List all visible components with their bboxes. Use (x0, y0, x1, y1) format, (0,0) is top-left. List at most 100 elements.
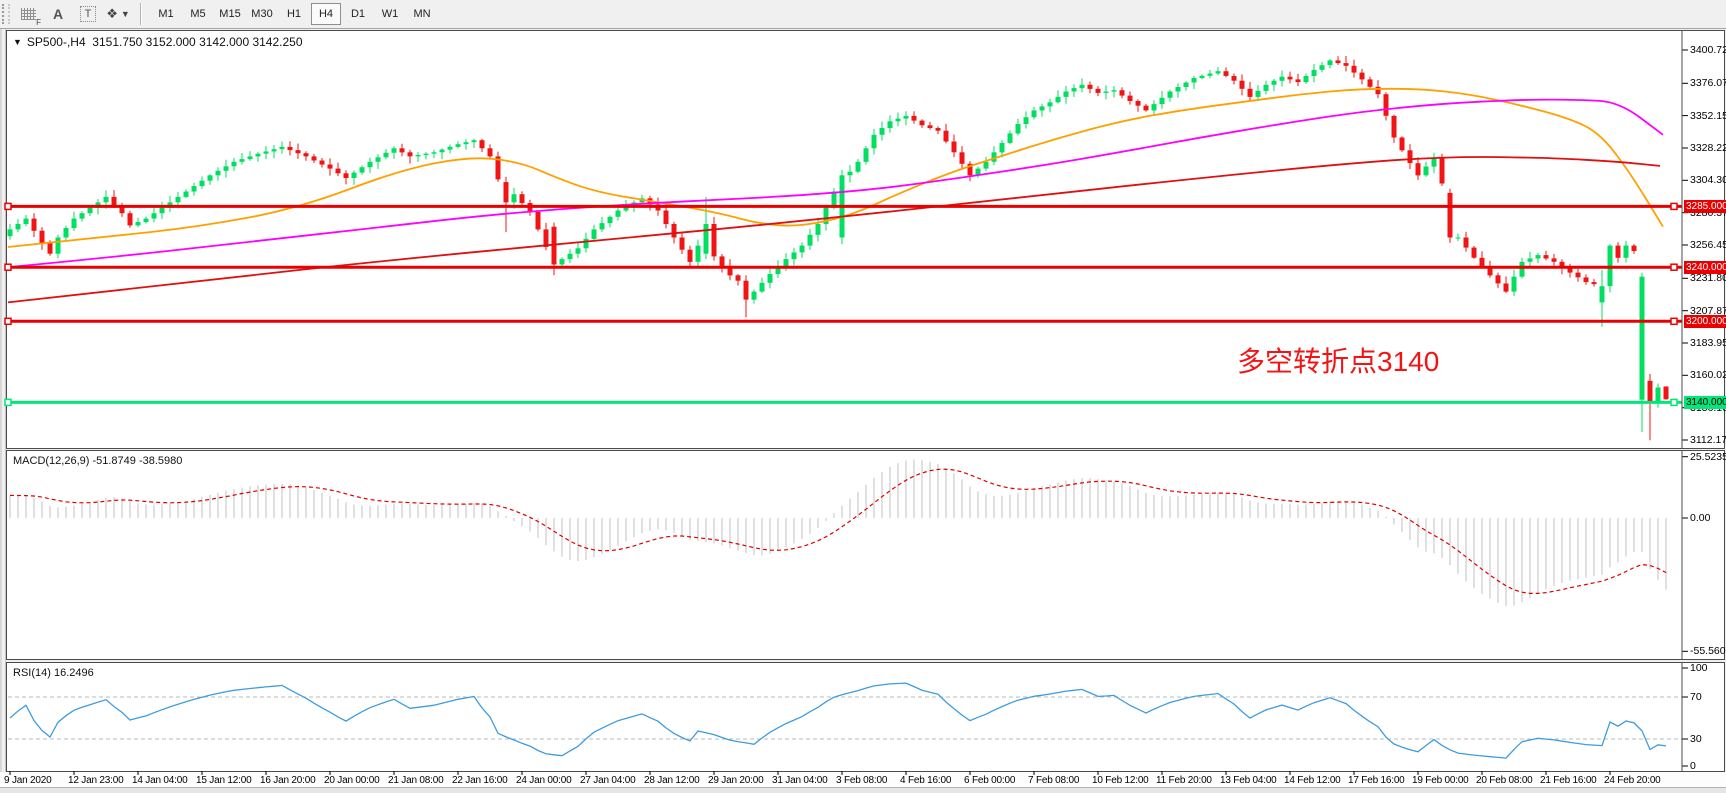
rsi-tick-label: 70 (1690, 691, 1702, 703)
time-tick-label: 12 Jan 23:00 (68, 775, 124, 786)
line-handle[interactable] (1670, 263, 1678, 271)
text-tool-button[interactable]: T (76, 3, 100, 25)
time-tick-label: 3 Feb 08:00 (836, 775, 888, 786)
timeframe-button-h4[interactable]: H4 (311, 3, 341, 25)
macd-tick-label: 25.5235 (1690, 451, 1726, 463)
fast-ma-line[interactable] (7, 87, 1664, 248)
main-chart-panel[interactable] (6, 30, 1725, 449)
moving-averages-layer (7, 87, 1664, 304)
time-tick-label: 19 Feb 00:00 (1412, 775, 1469, 786)
time-tick-label: 20 Feb 08:00 (1476, 775, 1533, 786)
objects-tool-button[interactable]: ❖ ▼ (106, 3, 130, 25)
tool-icon-group: F A T ❖ ▼ (10, 3, 130, 27)
time-tick-label: 20 Jan 00:00 (324, 775, 380, 786)
mid-ma-line[interactable] (7, 98, 1664, 269)
price-tick-label: 3352.150 (1690, 110, 1726, 122)
horizontal-lines-layer[interactable] (4, 202, 1682, 407)
timeframe-button-w1[interactable]: W1 (381, 8, 399, 20)
macd-layer (9, 459, 1667, 607)
ohlc-values: 3151.750 3152.000 3142.000 3142.250 (92, 35, 303, 49)
time-tick-label: 24 Jan 00:00 (516, 775, 572, 786)
slow-ma-line[interactable] (7, 156, 1661, 304)
chart-annotation-text[interactable]: 多空转折点3140 (1237, 346, 1440, 377)
rsi-indicator-label: RSI(14) 16.2496 (13, 667, 94, 679)
timeframe-button-group: M1 M5 M15 M30 H1 H4 D1 W1 MN (150, 3, 438, 25)
rsi-tick-label: 100 (1690, 662, 1708, 674)
grid-f-label: F (36, 18, 41, 27)
label-a-icon: A (52, 6, 64, 22)
price-tick-label: 3112.175 (1690, 434, 1726, 446)
price-tick-label: 3328.225 (1690, 142, 1726, 154)
timeframe-button-h1[interactable]: H1 (286, 8, 302, 20)
price-level-badge: 3285.000 (1684, 200, 1726, 213)
symbol-label: SP500-,H4 (26, 35, 86, 49)
time-tick-label: 14 Jan 04:00 (132, 775, 188, 786)
timeframe-button-mn[interactable]: MN (413, 8, 431, 20)
text-t-icon: T (79, 6, 97, 22)
time-tick-label: 22 Jan 16:00 (452, 775, 508, 786)
time-tick-label: 14 Feb 12:00 (1284, 775, 1341, 786)
rsi-tick-label: 0 (1690, 760, 1696, 772)
timeframe-button-m15[interactable]: M15 (219, 8, 241, 20)
macd-tick-label: 0.00 (1690, 512, 1711, 524)
bottom-scroll-strip[interactable] (0, 787, 1726, 793)
line-handle[interactable] (4, 398, 12, 407)
dropdown-caret-icon[interactable]: ▼ (120, 9, 130, 19)
line-handle[interactable] (1670, 398, 1678, 407)
rsi-panel[interactable] (6, 662, 1725, 772)
axis-ticks-layer (9, 30, 1688, 775)
time-tick-label: 16 Jan 20:00 (260, 775, 316, 786)
price-tick-label: 3256.450 (1690, 239, 1726, 251)
time-tick-label: 29 Jan 20:00 (708, 775, 764, 786)
time-tick-label: 15 Jan 12:00 (196, 775, 252, 786)
time-tick-label: 27 Jan 04:00 (580, 775, 636, 786)
price-tick-label: 3304.300 (1690, 174, 1726, 186)
timeframe-button-m1[interactable]: M1 (158, 8, 174, 20)
collapse-arrow-icon[interactable]: ▼ (13, 37, 22, 47)
price-tick-label: 3183.950 (1690, 337, 1726, 349)
toolbar: F A T ❖ ▼ M1 M5 M15 M30 H1 H4 D1 W1 MN (0, 0, 1726, 29)
price-tick-label: 3400.725 (1690, 44, 1726, 56)
timeframe-button-m30[interactable]: M30 (251, 8, 273, 20)
time-tick-label: 21 Jan 08:00 (388, 775, 444, 786)
time-tick-label: 11 Feb 20:00 (1156, 775, 1212, 786)
line-handle[interactable] (4, 263, 12, 271)
chart-title: ▼ SP500-,H4 3151.750 3152.000 3142.000 31… (13, 35, 303, 49)
time-tick-label: 21 Feb 16:00 (1540, 775, 1597, 786)
price-level-badge: 3240.000 (1684, 261, 1726, 274)
label-tool-button[interactable]: A (46, 3, 70, 25)
price-level-badge: 3200.000 (1684, 315, 1726, 328)
time-tick-label: 9 Jan 2020 (4, 775, 52, 786)
line-handle[interactable] (4, 202, 12, 211)
price-tick-label: 3207.875 (1690, 305, 1726, 317)
time-tick-label: 28 Jan 12:00 (644, 775, 700, 786)
toolbar-separator (140, 3, 142, 25)
time-tick-label: 31 Jan 04:00 (772, 775, 828, 786)
window-left-frame (0, 29, 6, 786)
grid-icon (20, 8, 36, 20)
time-tick-label: 6 Feb 00:00 (964, 775, 1016, 786)
timeframe-button-m5[interactable]: M5 (190, 8, 206, 20)
price-tick-label: 3376.075 (1690, 77, 1726, 89)
line-handle[interactable] (4, 317, 12, 326)
price-tick-label: 3231.800 (1690, 272, 1726, 284)
rsi-layer (8, 682, 1682, 759)
rsi-tick-label: 30 (1690, 733, 1702, 745)
price-tick-label: 3160.025 (1690, 369, 1726, 381)
time-tick-label: 24 Feb 20:00 (1604, 775, 1661, 786)
timeframe-button-d1[interactable]: D1 (350, 8, 366, 20)
toolbar-drag-handle[interactable] (2, 4, 10, 24)
time-tick-label: 4 Feb 16:00 (900, 775, 952, 786)
price-level-badge: 3140.000 (1684, 396, 1726, 409)
time-tick-label: 10 Feb 12:00 (1092, 775, 1149, 786)
time-tick-label: 13 Feb 04:00 (1220, 775, 1277, 786)
line-handle[interactable] (1670, 202, 1678, 211)
snap-grid-button[interactable]: F (16, 3, 41, 27)
time-tick-label: 7 Feb 08:00 (1028, 775, 1080, 786)
time-axis-strip[interactable] (0, 772, 1726, 787)
time-tick-label: 17 Feb 16:00 (1348, 775, 1405, 786)
candles-layer (7, 56, 1669, 441)
macd-indicator-label: MACD(12,26,9) -51.8749 -38.5980 (13, 455, 183, 467)
line-handle[interactable] (1670, 317, 1678, 326)
